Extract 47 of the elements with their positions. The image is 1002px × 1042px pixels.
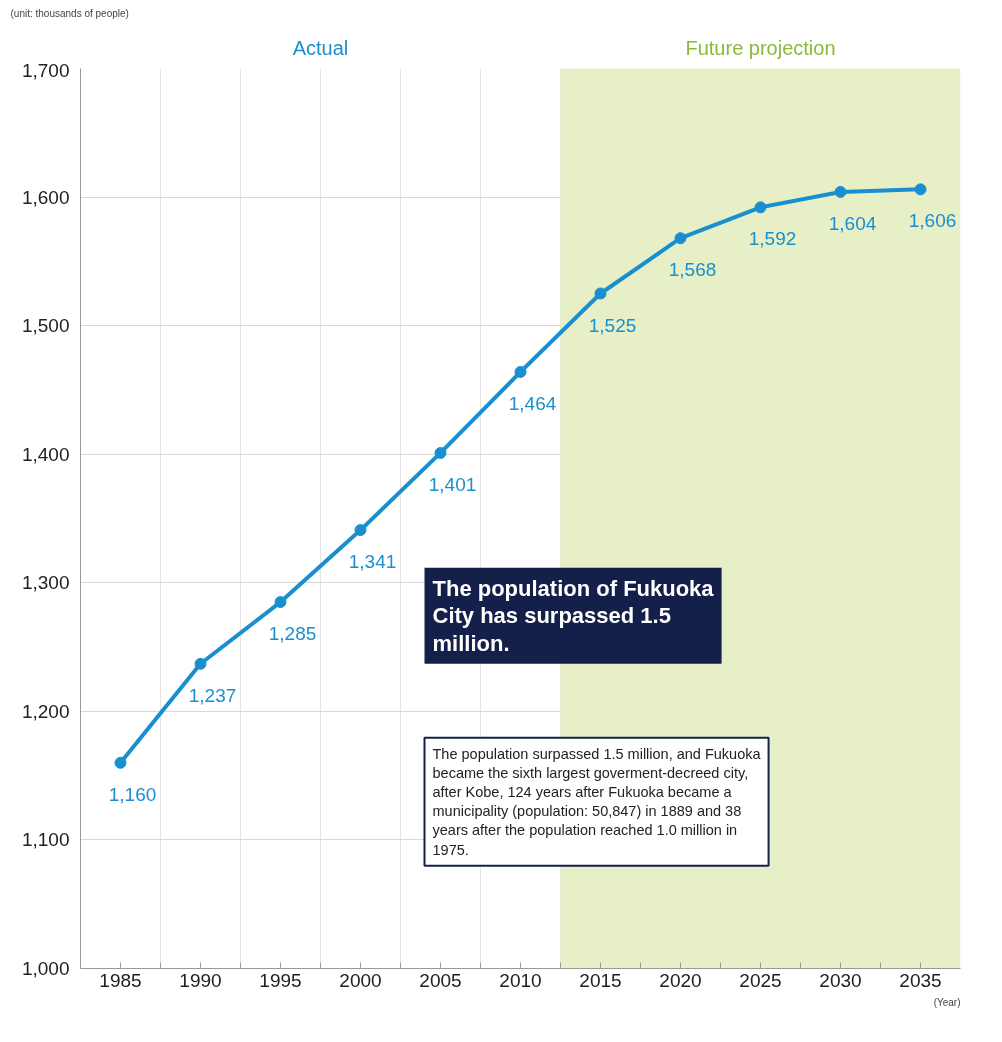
data-label: 1,606 [908, 210, 957, 232]
data-label: 1,341 [348, 551, 397, 573]
y-tick-label: 1,500 [21, 315, 70, 337]
y-tick-label: 1,100 [21, 829, 70, 851]
data-label: 1,160 [108, 783, 157, 805]
data-label: 1,525 [588, 314, 637, 336]
x-tick-label: 1990 [179, 969, 222, 991]
x-tick-label: 1985 [99, 969, 142, 991]
data-label: 1,401 [428, 473, 477, 495]
band-label: Future projection [685, 36, 836, 59]
point [194, 657, 207, 670]
x-tick-label: 2015 [579, 969, 622, 991]
x-tick-label: 2010 [499, 969, 542, 991]
y-tick-label: 1,000 [21, 958, 70, 979]
data-label: 1,285 [268, 623, 317, 645]
x-tick-label: 1995 [259, 969, 302, 991]
x-tick-label: 2000 [339, 969, 382, 991]
x-tick-label: 2030 [819, 969, 862, 991]
point [674, 232, 687, 245]
x-tick-label: 2005 [419, 969, 462, 991]
data-label: 1,568 [668, 259, 717, 281]
x-tick-label: 2020 [659, 969, 702, 991]
y-tick-label: 1,300 [21, 572, 70, 594]
data-label: 1,464 [508, 392, 557, 414]
x-tick-label: 2025 [739, 969, 782, 991]
text: (unit: thousands of people) [10, 7, 129, 19]
point [754, 201, 767, 214]
data-label: 1,237 [188, 684, 237, 706]
y-tick-label: 1,700 [21, 59, 70, 81]
text: (Year) [933, 996, 961, 1008]
point [114, 756, 127, 769]
data-label: 1,592 [748, 228, 797, 250]
y-tick-label: 1,400 [21, 443, 70, 465]
data-label: 1,604 [828, 212, 877, 234]
point [354, 524, 367, 537]
point [594, 287, 607, 300]
point [834, 185, 847, 198]
text: Actual [292, 36, 349, 59]
y-tick-label: 1,600 [21, 186, 70, 208]
point [914, 183, 927, 196]
y-tick-label: 1,200 [21, 700, 70, 722]
annotation: The population surpassed 1.5 million, and Fukuoka became the sixth largest goverment-decreed city, after Kobe, 124 years after Fukuoka became a municipality (population: 50,847) in 1889 and 38 years after the population reached 1.0 million in 1975. [432, 745, 762, 858]
x-tick-label: 2035 [899, 969, 942, 991]
annotation: The population of Fukuoka City has surpassed 1.5 million. [432, 575, 715, 656]
point [514, 365, 527, 378]
point [274, 596, 287, 609]
point [434, 446, 447, 459]
